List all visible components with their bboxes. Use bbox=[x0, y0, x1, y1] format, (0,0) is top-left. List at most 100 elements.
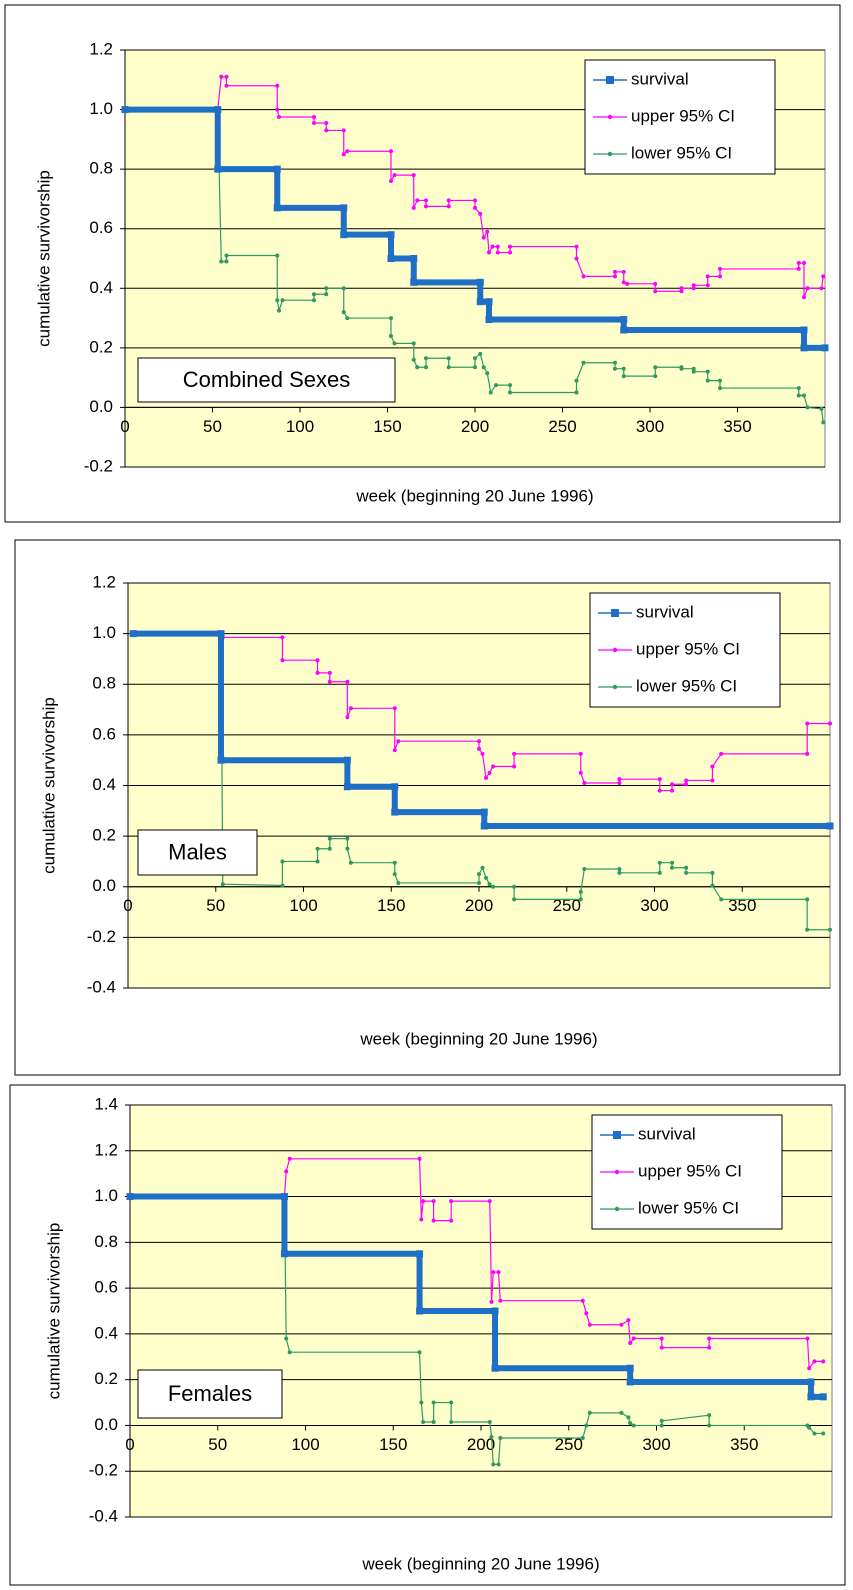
marker bbox=[275, 107, 280, 112]
marker bbox=[217, 630, 225, 638]
y-tick-label: -0.4 bbox=[87, 977, 116, 996]
marker bbox=[411, 173, 416, 178]
marker bbox=[621, 366, 626, 371]
marker bbox=[327, 836, 332, 841]
marker bbox=[705, 283, 710, 288]
marker bbox=[224, 83, 229, 88]
marker bbox=[473, 205, 477, 210]
y-tick-label: 1.0 bbox=[89, 99, 113, 118]
marker bbox=[392, 706, 397, 711]
marker bbox=[324, 120, 329, 125]
marker bbox=[224, 253, 229, 258]
marker bbox=[389, 333, 393, 338]
marker bbox=[477, 746, 481, 751]
marker bbox=[345, 316, 350, 321]
marker bbox=[574, 256, 579, 261]
marker bbox=[273, 165, 281, 173]
marker bbox=[315, 670, 320, 675]
marker bbox=[424, 204, 428, 209]
marker bbox=[485, 229, 490, 234]
marker bbox=[512, 897, 517, 902]
marker bbox=[389, 149, 393, 154]
marker bbox=[446, 356, 451, 361]
marker bbox=[348, 860, 353, 865]
annotation: Males bbox=[168, 839, 227, 864]
legend-label: lower 95% CI bbox=[631, 143, 732, 162]
legend-label: survival bbox=[636, 602, 694, 621]
marker bbox=[416, 1307, 424, 1315]
legend-marker bbox=[612, 647, 618, 653]
marker bbox=[275, 83, 280, 88]
marker bbox=[508, 250, 512, 255]
marker bbox=[387, 231, 395, 239]
marker bbox=[478, 351, 483, 356]
series-line bbox=[133, 633, 830, 931]
marker bbox=[807, 1425, 812, 1430]
marker bbox=[312, 115, 316, 120]
marker bbox=[273, 204, 281, 212]
marker bbox=[478, 211, 483, 216]
legend-label: upper 95% CI bbox=[631, 106, 735, 125]
marker bbox=[392, 748, 397, 753]
marker bbox=[631, 1423, 636, 1428]
marker bbox=[391, 783, 399, 791]
marker bbox=[691, 369, 696, 374]
marker bbox=[340, 231, 348, 239]
y-tick-label: 1.2 bbox=[89, 39, 113, 58]
marker bbox=[805, 721, 810, 726]
x-tick-label: 300 bbox=[640, 896, 668, 915]
marker bbox=[578, 770, 583, 775]
marker bbox=[805, 897, 810, 902]
y-tick-label: 0.2 bbox=[94, 1369, 118, 1388]
marker bbox=[280, 1193, 288, 1201]
marker bbox=[796, 393, 801, 398]
marker bbox=[275, 253, 280, 258]
marker bbox=[705, 378, 710, 383]
marker bbox=[684, 865, 689, 870]
x-tick-label: 50 bbox=[203, 417, 222, 436]
marker bbox=[315, 846, 320, 851]
y-tick-label: -0.2 bbox=[89, 1461, 118, 1480]
marker bbox=[214, 165, 222, 173]
marker bbox=[821, 274, 826, 279]
marker bbox=[580, 1436, 585, 1441]
marker bbox=[826, 822, 834, 830]
marker bbox=[691, 366, 696, 371]
marker bbox=[129, 630, 137, 638]
x-tick-label: 100 bbox=[291, 1435, 319, 1454]
marker bbox=[341, 286, 346, 291]
annotation: Combined Sexes bbox=[183, 367, 351, 392]
marker bbox=[653, 365, 658, 370]
annotation-box bbox=[137, 829, 258, 876]
marker bbox=[315, 658, 320, 663]
marker bbox=[657, 870, 662, 875]
marker bbox=[625, 281, 630, 286]
marker bbox=[718, 386, 722, 391]
marker bbox=[626, 1364, 634, 1372]
marker bbox=[626, 1318, 631, 1323]
marker bbox=[431, 1199, 436, 1204]
x-tick-label: 250 bbox=[548, 417, 576, 436]
marker bbox=[416, 1250, 424, 1258]
marker bbox=[805, 751, 810, 756]
marker bbox=[707, 1413, 712, 1418]
marker bbox=[280, 859, 285, 864]
marker bbox=[617, 867, 622, 872]
marker bbox=[670, 865, 675, 870]
y-tick-label: 0.0 bbox=[94, 1415, 118, 1434]
y-axis-title: cumulative survivorship bbox=[34, 170, 53, 347]
marker bbox=[670, 788, 675, 793]
marker bbox=[626, 1415, 631, 1420]
marker bbox=[485, 298, 493, 306]
marker bbox=[710, 778, 715, 783]
legend-label: upper 95% CI bbox=[638, 1161, 742, 1180]
marker bbox=[812, 1359, 817, 1364]
marker bbox=[498, 1298, 503, 1303]
marker bbox=[628, 1421, 633, 1426]
marker bbox=[619, 1322, 624, 1327]
y-tick-label: 0.4 bbox=[94, 1323, 118, 1342]
marker bbox=[580, 1298, 585, 1303]
marker bbox=[498, 1436, 503, 1441]
marker bbox=[485, 371, 490, 376]
marker bbox=[280, 298, 285, 303]
